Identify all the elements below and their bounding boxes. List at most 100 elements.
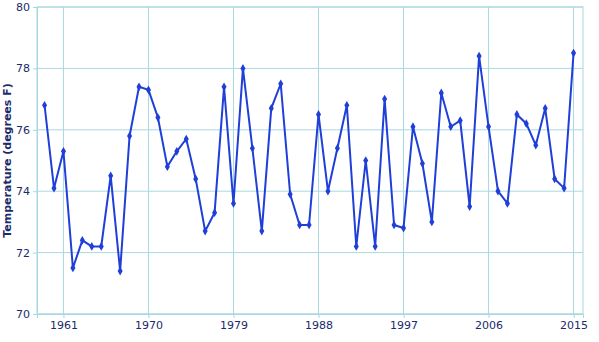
marker [269,104,274,113]
y-tick: 80 [16,1,37,14]
marker [325,187,330,196]
marker [344,101,349,110]
marker [373,242,378,251]
grid-line-y [37,129,583,130]
marker [240,64,245,73]
marker [89,242,94,251]
y-tick: 72 [16,247,37,260]
grid-line-x [233,7,234,314]
marker [61,147,66,156]
marker [231,199,236,208]
y-tick-mark [33,68,37,69]
y-axis-title: Temperature (degrees F) [1,83,14,237]
grid-line-x [488,7,489,314]
y-tick-mark [33,7,37,8]
y-tick: 76 [16,124,37,137]
marker [448,122,453,131]
marker [259,227,264,236]
marker [382,95,387,104]
marker [165,162,170,171]
x-tick: 2006 [475,314,503,332]
marker [458,116,463,125]
marker [505,199,510,208]
data-layer [42,49,576,276]
y-tick-label: 74 [16,185,30,198]
y-tick-mark [33,253,37,254]
marker [495,187,500,196]
x-tick-label: 1988 [305,319,333,332]
x-axis: 1961197019791988199720062015 [38,314,589,332]
x-tick-label: 1961 [50,319,78,332]
marker [203,227,208,236]
x-tick: 1997 [390,314,418,332]
x-tick: 1988 [305,314,333,332]
marker [278,79,283,88]
marker [543,104,548,113]
plot-frame [37,7,583,314]
y-tick-label: 76 [16,124,30,137]
marker [174,147,179,156]
marker [524,119,529,128]
x-tick-mark [489,314,490,318]
marker [127,132,132,141]
x-axis-line [38,315,584,319]
y-tick: 74 [16,185,37,198]
y-axis: 70 72 74 76 78 80 [16,1,38,321]
y-tick-label: 72 [16,247,30,260]
x-tick-mark [63,314,64,318]
line [45,53,574,271]
x-tick-mark [319,314,320,318]
x-tick-mark [233,314,234,318]
marker [335,144,340,153]
marker [137,82,142,91]
marker [562,184,567,193]
marker [420,159,425,168]
y-tick-label: 70 [16,308,30,321]
marker [401,224,406,233]
marker [212,208,217,217]
x-tick: 1979 [220,314,248,332]
x-tick-label: 1979 [220,319,248,332]
grid [37,7,583,314]
marker [184,135,189,144]
grid-line-y [37,7,583,8]
marker [193,175,198,184]
grid-line-y [37,191,583,192]
grid-line-y [37,68,583,69]
y-tick: 70 [16,308,37,321]
marker [467,202,472,211]
chart: 1961197019791988199720062015707274767880… [0,0,599,342]
y-tick-mark [33,314,37,315]
marker [439,89,444,98]
marker [410,122,415,131]
marker [429,218,434,227]
marker [70,264,75,273]
marker [288,190,293,199]
marker [80,236,85,245]
marker [99,242,104,251]
marker [486,122,491,131]
marker [307,221,312,230]
grid-line-x [318,7,319,314]
y-tick-label: 78 [16,62,30,75]
x-tick-mark [404,314,405,318]
grid-line-x [148,7,149,314]
marker [392,221,397,230]
marker [155,113,160,122]
marker [51,184,56,193]
y-tick-mark [33,191,37,192]
marker [42,101,47,110]
marker [363,156,368,165]
x-tick-label: 1997 [390,319,418,332]
marker [250,144,255,153]
x-tick: 1961 [50,314,78,332]
grid-line-x [403,7,404,314]
marker [571,49,576,58]
marker [222,82,227,91]
marker [533,141,538,150]
marker [552,175,557,184]
marker [146,86,151,95]
y-tick-mark [33,130,37,131]
plot: 1961197019791988199720062015707274767880 [16,1,588,332]
x-tick-mark [574,314,575,318]
